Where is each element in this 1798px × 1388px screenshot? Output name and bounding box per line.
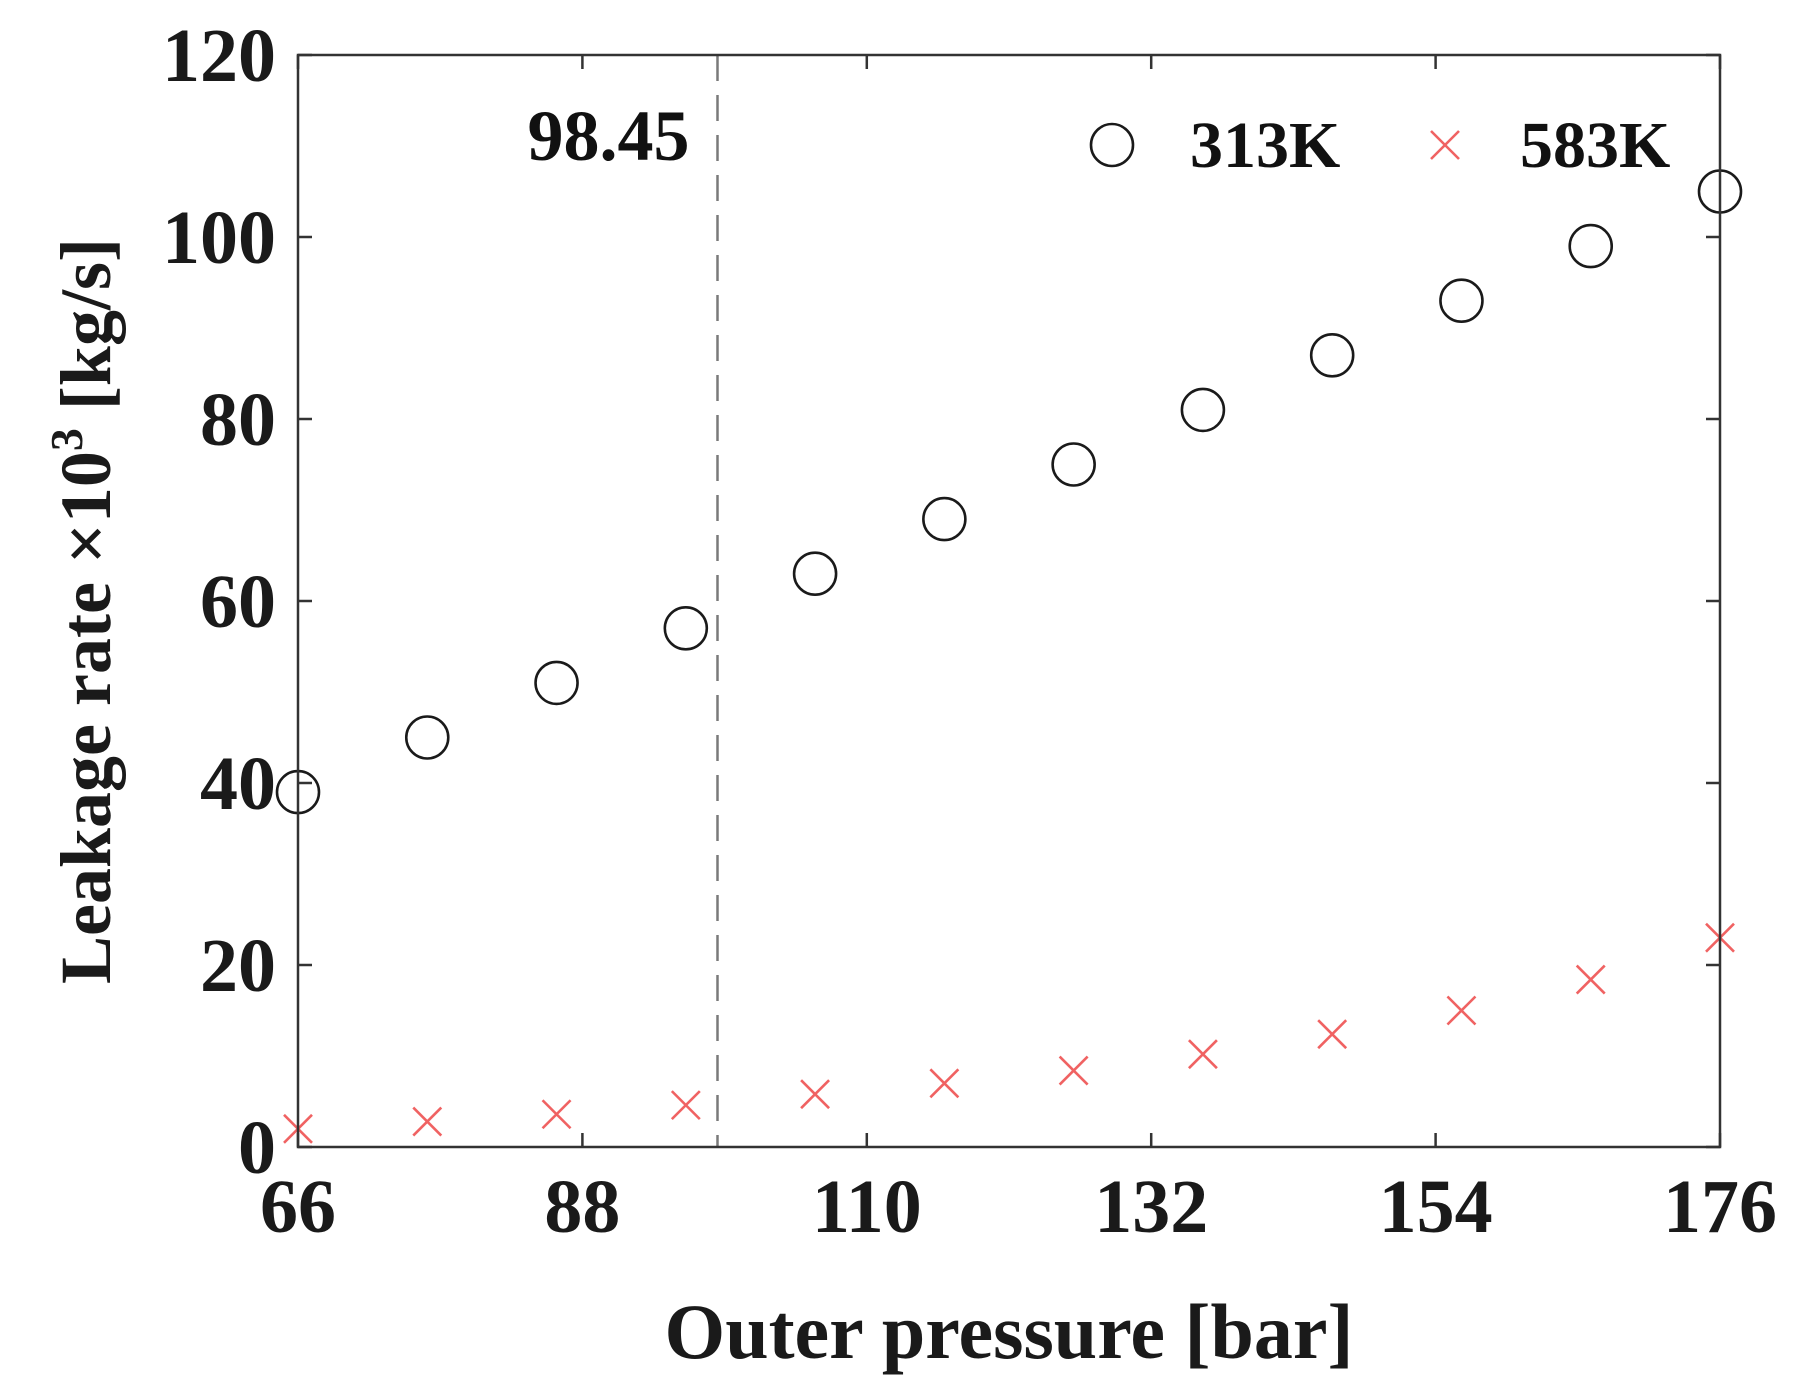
reference-line-group: 98.45	[527, 55, 719, 1147]
reference-line-label: 98.45	[527, 96, 689, 176]
y-tick-label: 60	[200, 560, 276, 644]
legend-label: 583K	[1520, 109, 1670, 182]
data-point-circle	[1568, 223, 1614, 269]
data-point-circle	[663, 605, 709, 651]
data-point-x	[1187, 1039, 1218, 1070]
legend-marker-313K	[1089, 122, 1135, 168]
y-axis-title-main: Leakage rate ×10	[46, 451, 126, 984]
y-tick-label: 0	[238, 1106, 276, 1190]
x-axis-title: Outer pressure [bar]	[665, 1288, 1354, 1375]
x-tick-label: 176	[1663, 1165, 1777, 1249]
data-point-x	[541, 1099, 572, 1130]
legend-label: 313K	[1190, 109, 1340, 182]
legend-marker-583K	[1430, 130, 1460, 160]
data-point-x	[1575, 964, 1606, 995]
y-axis-title-exponent: 3	[41, 428, 92, 451]
data-point-circle	[1439, 278, 1484, 324]
y-axis-title-unit: [kg/s]	[46, 238, 126, 428]
data-point-circle	[1051, 442, 1096, 487]
legend: 313K 583K	[1089, 109, 1670, 182]
y-tick-label: 20	[200, 924, 276, 1008]
data-point-circle	[534, 660, 579, 706]
y-tick-label: 40	[200, 742, 276, 826]
x-tick-label: 132	[1094, 1165, 1208, 1249]
axes-group: 66 88 110 132 154 176 0 20 40 60 80 100 120	[162, 14, 1777, 1249]
data-point-x	[1446, 995, 1477, 1026]
x-tick-label: 66	[260, 1165, 336, 1249]
x-tick-label: 88	[544, 1165, 620, 1249]
data-point-x	[1058, 1055, 1089, 1086]
data-point-x	[800, 1079, 831, 1110]
data-point-x	[670, 1090, 701, 1121]
data-point-circle	[404, 715, 450, 760]
y-tick-label: 80	[200, 378, 276, 462]
y-tick-label: 120	[162, 14, 276, 98]
y-tick-label: 100	[162, 196, 276, 280]
data-point-x	[412, 1106, 443, 1137]
y-axis-title: Leakage rate ×103 [kg/s]	[41, 238, 126, 984]
series-group	[275, 169, 1743, 1144]
x-tick-label: 154	[1379, 1165, 1493, 1249]
data-point-circle	[1180, 387, 1226, 433]
data-point-circle	[1309, 332, 1355, 378]
data-point-x	[1317, 1019, 1348, 1050]
data-point-circle	[922, 496, 967, 542]
data-point-x	[929, 1068, 960, 1099]
series-313K	[275, 169, 1743, 815]
data-point-circle	[792, 551, 838, 597]
series-583K	[283, 922, 1735, 1144]
x-tick-label: 110	[812, 1165, 922, 1249]
